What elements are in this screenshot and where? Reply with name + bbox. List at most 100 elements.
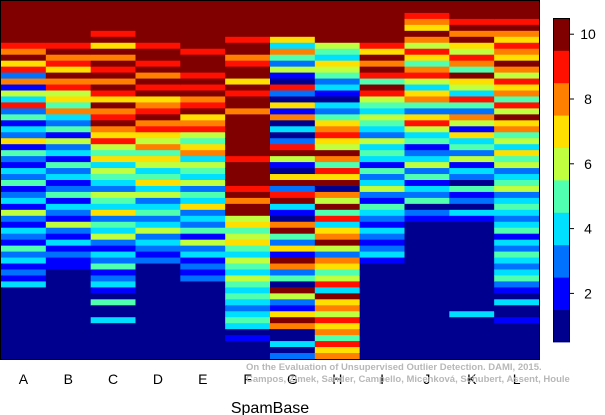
heatmap-cell bbox=[314, 102, 361, 109]
heatmap-cell bbox=[404, 269, 450, 277]
heatmap-cell bbox=[180, 329, 226, 336]
heatmap-cell bbox=[225, 54, 271, 62]
heatmap-cell bbox=[1, 275, 47, 283]
heatmap-cell bbox=[270, 305, 316, 312]
heatmap-cell bbox=[270, 108, 316, 115]
heatmap-cell bbox=[180, 18, 226, 26]
heatmap-cell bbox=[494, 335, 540, 342]
heatmap-cell bbox=[90, 96, 137, 104]
heatmap-cell bbox=[270, 138, 316, 145]
heatmap-cell bbox=[135, 84, 181, 92]
heatmap-cell bbox=[449, 102, 495, 109]
heatmap-cell bbox=[1, 293, 47, 300]
heatmap-cell bbox=[1, 287, 47, 294]
heatmap-cell bbox=[225, 48, 271, 56]
heatmap-cell bbox=[180, 299, 226, 306]
heatmap-cell bbox=[449, 293, 495, 300]
heatmap-cell bbox=[449, 84, 495, 92]
heatmap-cell bbox=[449, 197, 495, 205]
heatmap-cell bbox=[359, 311, 406, 318]
heatmap-cell bbox=[225, 60, 271, 68]
heatmap-cell bbox=[270, 120, 316, 127]
heatmap-cell bbox=[135, 239, 181, 247]
heatmap-cell bbox=[494, 72, 540, 80]
heatmap-cell bbox=[1, 203, 47, 211]
heatmap-cell bbox=[1, 353, 47, 360]
heatmap-cell bbox=[135, 323, 181, 330]
heatmap-cell bbox=[494, 233, 540, 241]
heatmap-cell bbox=[45, 156, 92, 163]
heatmap-cell bbox=[45, 138, 92, 145]
heatmap-cell bbox=[45, 347, 92, 354]
heatmap-cell bbox=[270, 114, 316, 121]
heatmap-cell bbox=[314, 227, 361, 235]
heatmap-cell bbox=[1, 30, 47, 38]
heatmap-cell bbox=[270, 150, 316, 157]
colorbar-tick-label: 8 bbox=[584, 91, 592, 107]
heatmap-cell bbox=[225, 323, 271, 330]
heatmap-cell bbox=[314, 269, 361, 277]
heatmap-cell bbox=[180, 221, 226, 229]
heatmap-cell bbox=[225, 72, 271, 80]
heatmap-cell bbox=[359, 257, 406, 265]
heatmap-cell bbox=[1, 162, 47, 169]
heatmap-cell bbox=[90, 150, 137, 157]
heatmap-cell bbox=[1, 323, 47, 330]
colorbar-segment bbox=[553, 244, 570, 278]
heatmap-cell bbox=[135, 108, 181, 115]
heatmap-cell bbox=[225, 293, 271, 300]
heatmap-cell bbox=[314, 245, 361, 253]
heatmap-cell bbox=[494, 84, 540, 92]
heatmap-cell bbox=[225, 162, 271, 169]
heatmap-cell bbox=[449, 251, 495, 259]
heatmap-cell bbox=[1, 335, 47, 342]
heatmap-cell bbox=[45, 317, 92, 324]
heatmap-cell bbox=[404, 305, 450, 312]
heatmap-cell bbox=[494, 96, 540, 104]
column-label: F bbox=[243, 371, 252, 387]
heatmap-cell bbox=[1, 191, 47, 199]
heatmap-cell bbox=[449, 275, 495, 283]
heatmap-cell bbox=[225, 156, 271, 163]
heatmap-cell bbox=[494, 162, 540, 169]
heatmap-cell bbox=[494, 156, 540, 163]
heatmap-cell bbox=[494, 144, 540, 151]
heatmap-cell bbox=[135, 329, 181, 336]
heatmap-cell bbox=[180, 6, 226, 14]
heatmap-cell bbox=[180, 174, 226, 181]
heatmap-cell bbox=[90, 18, 137, 26]
heatmap-cell bbox=[314, 251, 361, 259]
heatmap-cell bbox=[45, 203, 92, 211]
heatmap-cell bbox=[314, 185, 361, 193]
heatmap-cell bbox=[225, 221, 271, 229]
heatmap-cell bbox=[404, 156, 450, 163]
column-label: D bbox=[153, 371, 163, 387]
heatmap-cell bbox=[270, 245, 316, 253]
heatmap-cell bbox=[359, 347, 406, 354]
heatmap-cell bbox=[225, 108, 271, 115]
heatmap-cell bbox=[359, 269, 406, 277]
heatmap-cell bbox=[180, 24, 226, 32]
heatmap-cell bbox=[1, 197, 47, 205]
heatmap-cell bbox=[494, 299, 540, 306]
heatmap-cell bbox=[270, 251, 316, 259]
heatmap-cell bbox=[404, 209, 450, 217]
heatmap-cell bbox=[225, 174, 271, 181]
heatmap-cell bbox=[90, 275, 137, 283]
heatmap-cell bbox=[225, 90, 271, 98]
heatmap-cell bbox=[135, 54, 181, 62]
heatmap-cell bbox=[180, 114, 226, 121]
column-label: H bbox=[332, 371, 342, 387]
heatmap-cell bbox=[225, 30, 271, 38]
heatmap-cell bbox=[404, 60, 450, 68]
heatmap-cell bbox=[135, 48, 181, 56]
heatmap-cell bbox=[180, 144, 226, 151]
heatmap-cell bbox=[270, 317, 316, 324]
heatmap-cell bbox=[314, 209, 361, 217]
heatmap-cell bbox=[90, 317, 137, 324]
heatmap-cell bbox=[135, 233, 181, 241]
heatmap-cell bbox=[449, 6, 495, 14]
heatmap-cell bbox=[225, 126, 271, 133]
heatmap-cell bbox=[270, 156, 316, 163]
heatmap-cell bbox=[1, 150, 47, 157]
